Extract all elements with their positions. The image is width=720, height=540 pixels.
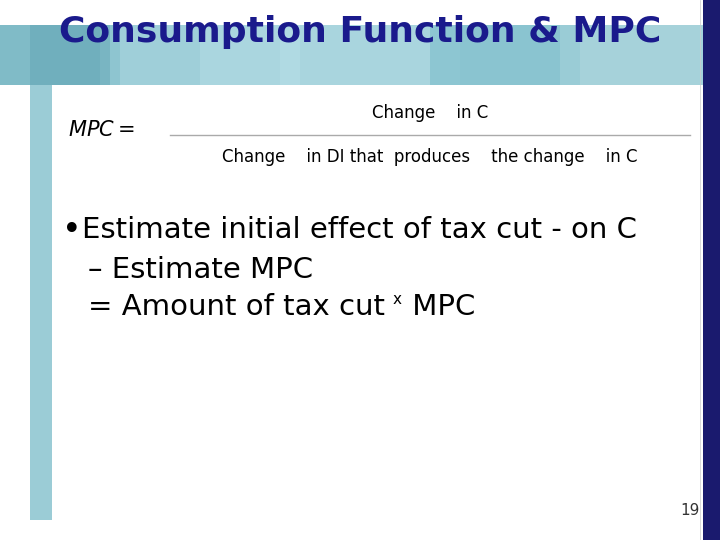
- Bar: [703, 0, 720, 540]
- Text: = Amount of tax cut: = Amount of tax cut: [88, 293, 385, 321]
- Text: Estimate initial effect of tax cut - on C: Estimate initial effect of tax cut - on …: [82, 216, 637, 244]
- Bar: [200, 25, 300, 85]
- Text: Change    in DI that  produces    the change    in C: Change in DI that produces the change in…: [222, 148, 638, 166]
- Bar: [430, 25, 580, 85]
- Text: $MPC =$: $MPC =$: [68, 120, 135, 140]
- Bar: [30, 25, 110, 85]
- Bar: [560, 25, 720, 85]
- Text: •: •: [62, 213, 81, 246]
- Bar: [30, 85, 52, 520]
- Bar: [52, 85, 700, 520]
- Bar: [0, 25, 120, 85]
- Bar: [100, 25, 300, 85]
- Text: Consumption Function & MPC: Consumption Function & MPC: [59, 15, 661, 49]
- Bar: [0, 25, 720, 85]
- Text: 19: 19: [680, 503, 700, 518]
- Text: MPC: MPC: [403, 293, 475, 321]
- Text: – Estimate MPC: – Estimate MPC: [88, 256, 313, 284]
- Bar: [280, 25, 460, 85]
- Text: Change    in C: Change in C: [372, 104, 488, 122]
- Text: x: x: [393, 293, 402, 307]
